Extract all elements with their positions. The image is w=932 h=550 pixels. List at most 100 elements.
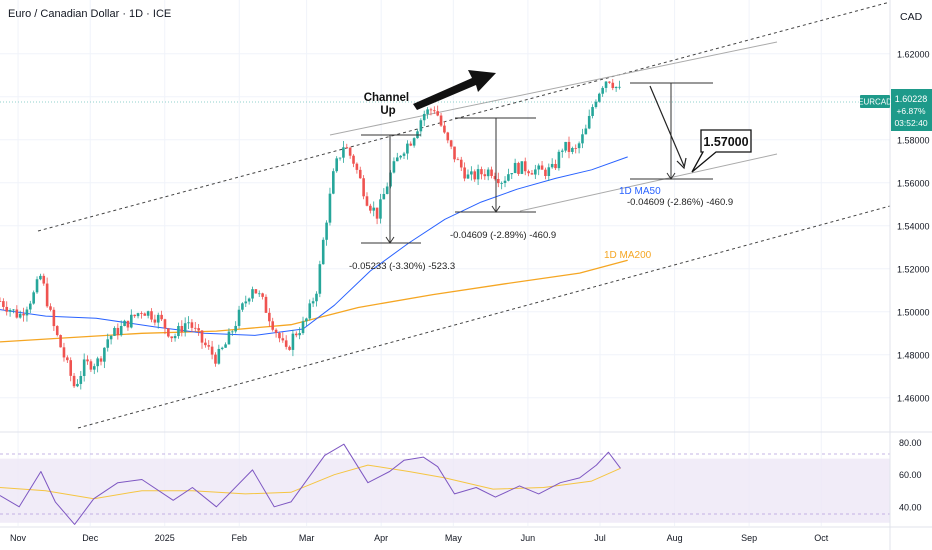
candle-body: [618, 86, 621, 88]
symbol-badge: [860, 95, 890, 108]
candle-body: [466, 174, 470, 179]
candle-body: [564, 141, 567, 151]
price-tick-label: 1.52000: [897, 264, 930, 274]
candle-body: [160, 314, 163, 320]
candle-body: [241, 303, 244, 310]
candle-body: [419, 120, 423, 132]
candle-body: [348, 147, 352, 156]
candle-body: [214, 354, 217, 364]
candle-body: [29, 303, 32, 310]
candle-body: [150, 311, 153, 320]
candle-body: [402, 153, 406, 156]
candle-body: [177, 326, 180, 337]
candle-body: [436, 111, 439, 116]
candle-body: [463, 167, 466, 179]
candle-body: [476, 169, 480, 180]
candle-body: [204, 342, 207, 346]
candle-body: [153, 319, 157, 323]
price-tick-label: 1.58000: [897, 135, 930, 145]
candle-body: [483, 174, 487, 177]
channel-up-arrow: [413, 70, 496, 110]
candle-body: [571, 148, 574, 152]
ma50-label: 1D MA50: [619, 186, 661, 197]
price-badge-countdown: 03:52:40: [894, 118, 927, 128]
candle-body: [433, 110, 436, 112]
candle-body: [523, 161, 527, 172]
candle-body: [557, 151, 561, 169]
candle-body: [456, 159, 460, 161]
candle-body: [143, 313, 147, 316]
candle-body: [35, 279, 39, 293]
candle-body: [503, 180, 507, 183]
candle-body: [318, 264, 322, 294]
time-tick-label: 2025: [155, 533, 175, 543]
time-tick-label: Oct: [814, 533, 829, 543]
price-badge: [891, 89, 932, 131]
candle-body: [449, 140, 453, 147]
time-tick-label: Dec: [82, 533, 99, 543]
candle-body: [597, 93, 601, 102]
candle-body: [237, 309, 241, 326]
candle-body: [146, 311, 150, 316]
time-tick-label: May: [445, 533, 463, 543]
channel-upper-solid: [329, 41, 778, 136]
candle-body: [446, 132, 450, 141]
candle-body: [217, 348, 221, 364]
candle-body: [55, 326, 59, 336]
measure-label-3: -0.04609 (-2.86%) -460.9: [627, 197, 733, 208]
time-tick-label: Sep: [741, 533, 757, 543]
candle-body: [8, 310, 12, 312]
candle-body: [342, 147, 345, 158]
candle-body: [540, 165, 544, 170]
candle-body: [520, 161, 524, 174]
candle-body: [123, 320, 126, 327]
symbol-badge-text: EURCAD: [858, 98, 892, 107]
candle-body: [39, 275, 42, 280]
candle-body: [577, 143, 581, 149]
price-tick-label: 1.54000: [897, 221, 930, 231]
candle-body: [193, 327, 197, 329]
candle-body: [486, 169, 490, 177]
target-callout: [691, 129, 752, 173]
candle-body: [355, 163, 359, 170]
candle-body: [507, 174, 510, 181]
candle-body: [534, 169, 537, 175]
candle-body: [439, 115, 443, 126]
candle-body: [581, 134, 584, 144]
candle-body: [369, 205, 372, 211]
candle-body: [389, 172, 392, 187]
candle-body: [554, 163, 557, 169]
price-tick-label: 1.62000: [897, 49, 930, 59]
candle-body: [422, 113, 426, 121]
candle-body: [328, 193, 332, 223]
candle-body: [567, 141, 571, 152]
candle-body: [584, 128, 588, 135]
measure-label-1: -0.05233 (-3.30%) -523.3: [349, 261, 455, 272]
candle-body: [429, 109, 433, 111]
projection-arrow: [649, 85, 687, 170]
candle-body: [254, 289, 258, 294]
candle-body: [496, 179, 500, 184]
price-badge-change: +6.87%: [896, 106, 926, 116]
channel-up-label: Channel Up: [364, 92, 413, 117]
candle-body: [136, 313, 140, 317]
candle-body: [18, 313, 22, 318]
time-tick-label: Apr: [374, 533, 388, 543]
rsi-ticks: 80.00 60.00 40.00: [899, 438, 922, 512]
price-axis[interactable]: [890, 0, 932, 550]
candle-body: [130, 314, 133, 328]
candle-body: [274, 329, 278, 333]
channel-lower-dashed: [77, 205, 891, 429]
candle-body: [261, 293, 264, 297]
candle-body: [426, 109, 429, 114]
candle-body: [335, 158, 338, 172]
candle-body: [187, 322, 190, 324]
candle-body: [379, 199, 382, 219]
candle-body: [500, 182, 503, 184]
candle-body: [190, 322, 194, 328]
candle-body: [604, 81, 608, 88]
candle-body: [480, 169, 483, 175]
measure-drop-1: [361, 134, 421, 244]
